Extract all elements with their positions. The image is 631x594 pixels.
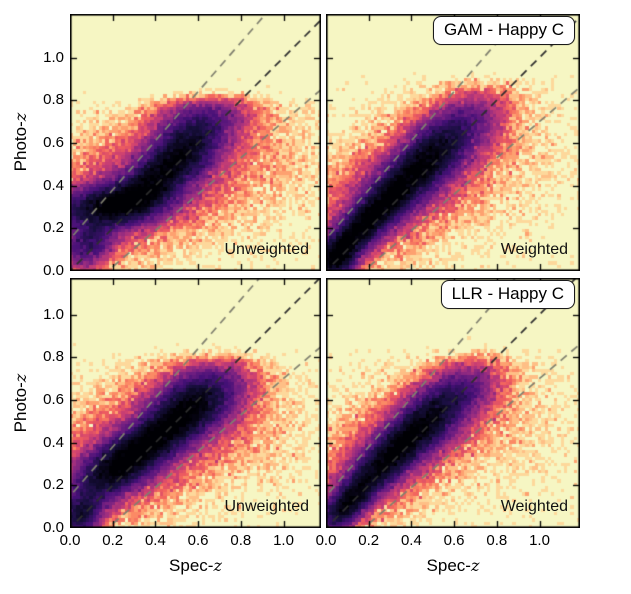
panel-llr-unweighted-canvas (70, 278, 321, 528)
annotation-weighted-bottom: Weighted (500, 498, 568, 515)
x-axis-label-right: Spec-z (426, 556, 480, 575)
annotation-weighted-top: Weighted (500, 241, 568, 258)
x-tick-label: 0.8 (230, 532, 252, 549)
y-axis-label-bottom: Photo-z (11, 373, 30, 433)
annotation-unweighted-top: Unweighted (224, 241, 310, 258)
y-tick-label: 0.8 (43, 91, 64, 109)
y-tick-label: 0.6 (43, 390, 64, 408)
panel-llr-weighted-canvas (326, 278, 580, 528)
annotation-unweighted-bottom: Unweighted (224, 498, 310, 515)
x-tick-label: 0.2 (358, 532, 380, 549)
y-axis-label-top: Photo-z (11, 112, 30, 172)
x-tick-label: 1.0 (273, 532, 294, 549)
x-tick-label: 0.0 (315, 532, 337, 549)
x-tick-label: 0.2 (102, 532, 124, 549)
y-tick-label: 1.0 (43, 48, 64, 66)
panel-gam-weighted-canvas (326, 14, 580, 271)
italic-z-symbol: z (11, 373, 30, 383)
y-tick-label: 1.0 (43, 305, 64, 323)
panel-title-badge-gam: GAM - Happy C (433, 16, 575, 45)
x-axis-label-left: Spec-z (169, 556, 222, 575)
x-tick-label: 0.8 (486, 532, 508, 549)
panel-gam-unweighted-canvas (70, 14, 321, 271)
y-tick-label: 0.4 (43, 176, 64, 194)
y-tick-label: 0.2 (43, 476, 64, 494)
italic-z-symbol: z (213, 556, 222, 575)
italic-z-symbol: z (11, 112, 30, 122)
y-tick-label: 0.0 (43, 262, 64, 279)
x-tick-label: 0.4 (144, 532, 166, 549)
y-tick-label: 0.4 (43, 433, 64, 451)
panel-title-badge-llr: LLR - Happy C (440, 280, 575, 309)
x-tick-label: 0.6 (443, 532, 465, 549)
italic-z-symbol: z (470, 556, 480, 575)
y-tick-label: 0.8 (43, 348, 64, 366)
x-tick-label: 0.4 (400, 532, 422, 549)
y-tick-label: 0.2 (43, 219, 64, 237)
x-tick-label: 0.6 (187, 532, 209, 549)
x-tick-label: 0.0 (59, 532, 81, 549)
y-tick-label: 0.0 (43, 519, 64, 536)
y-tick-label: 0.6 (43, 133, 64, 151)
x-tick-label: 1.0 (529, 532, 550, 549)
